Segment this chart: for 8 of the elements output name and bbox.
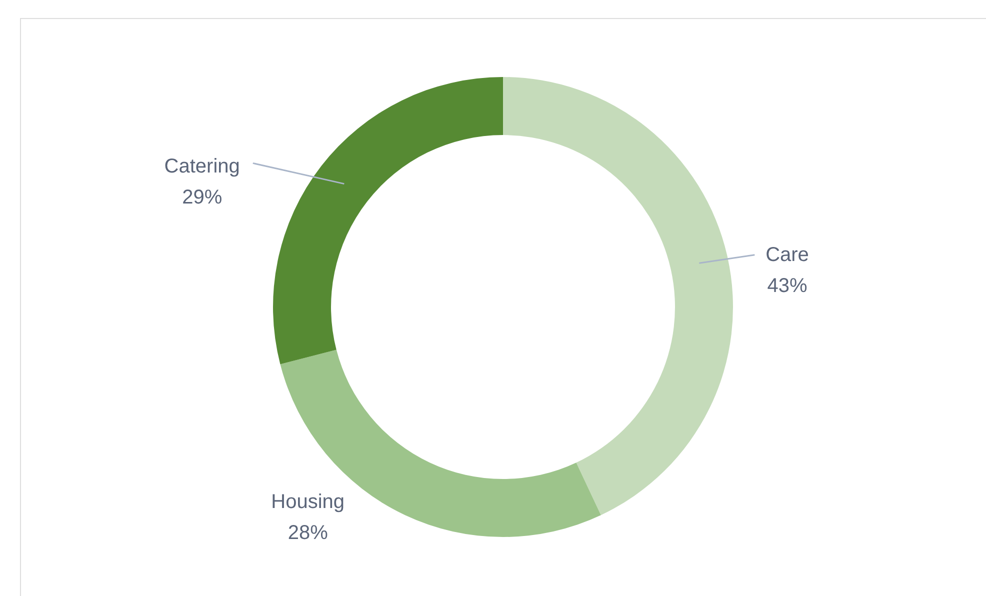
slice-label: Care <box>766 244 809 266</box>
slice-label: Catering <box>164 156 240 178</box>
donut-slice <box>273 77 503 364</box>
data-label: 28% <box>288 522 328 544</box>
slice-label: Housing <box>271 491 345 514</box>
donut-slice <box>503 77 733 516</box>
data-label: 29% <box>182 186 222 209</box>
data-label: 43% <box>767 274 808 297</box>
